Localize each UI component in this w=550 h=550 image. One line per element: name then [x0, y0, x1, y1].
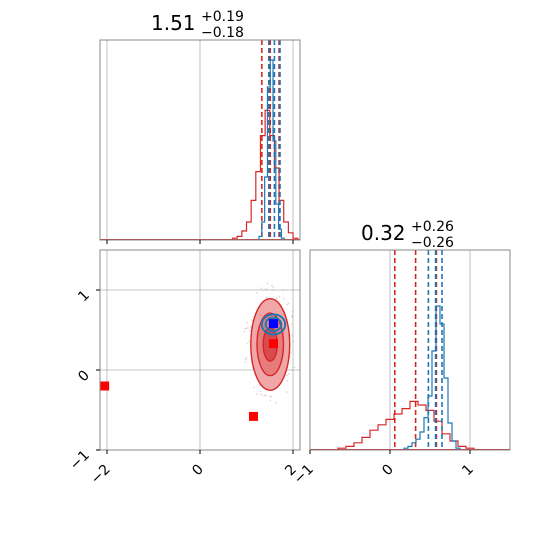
- sample-point: [244, 358, 247, 361]
- sample-point: [247, 327, 249, 329]
- panel-hist-param1: [99, 39, 301, 244]
- title-param1-plus: +0.19: [201, 9, 244, 25]
- tick-label-right-x: −1: [291, 462, 317, 488]
- sample-point: [243, 360, 246, 363]
- sample-point: [282, 297, 285, 300]
- sample-point: [286, 380, 289, 382]
- title-param1: 1.51 +0.19 −0.18: [151, 9, 244, 41]
- sample-point: [291, 369, 294, 372]
- hist2-series-0: [337, 400, 475, 450]
- sample-point: [290, 323, 293, 325]
- sample-point: [275, 297, 278, 300]
- sample-point: [272, 286, 275, 289]
- sample-point: [243, 330, 246, 333]
- title-param2: 0.32 +0.26 −0.26: [361, 219, 454, 251]
- sample-point: [286, 303, 289, 306]
- sample-point: [260, 393, 263, 396]
- sample-point: [260, 287, 263, 290]
- sample-point: [260, 390, 262, 393]
- marker-0: [100, 381, 110, 391]
- sample-point: [264, 288, 267, 291]
- sample-point: [249, 330, 251, 332]
- panel-hist-param2: −1 0 1: [291, 249, 511, 488]
- sample-point: [253, 386, 256, 389]
- sample-point: [290, 334, 293, 336]
- sample-point: [275, 401, 278, 404]
- tick-label-right-x: 1: [459, 462, 477, 480]
- sample-point: [246, 321, 249, 324]
- sample-point: [271, 284, 273, 287]
- sample-point: [266, 288, 269, 291]
- sample-point: [248, 340, 251, 343]
- sample-point: [269, 399, 272, 402]
- title-param1-value: 1.51: [151, 11, 196, 35]
- marker-2: [268, 339, 278, 349]
- sample-point: [245, 356, 248, 359]
- sample-point: [291, 310, 294, 313]
- title-param2-value: 0.32: [361, 221, 406, 245]
- hist1-series-1: [258, 59, 285, 240]
- sample-point: [245, 327, 248, 330]
- tick-label-joint-y: −1: [67, 448, 93, 474]
- hist1-series-0: [231, 109, 299, 240]
- sample-point: [281, 289, 284, 291]
- tick-label-right-x: 0: [379, 462, 397, 480]
- sample-point: [246, 342, 249, 345]
- tick-label-joint-x: −2: [88, 462, 114, 488]
- sample-point: [293, 366, 296, 369]
- sample-point: [268, 395, 271, 398]
- sample-point: [244, 327, 246, 330]
- sample-point: [285, 391, 288, 394]
- sample-point: [271, 288, 274, 291]
- marker-1: [248, 411, 258, 421]
- sample-point: [251, 319, 253, 322]
- marker-3: [268, 319, 278, 329]
- tick-label-joint-y: 1: [75, 288, 93, 306]
- sample-point: [291, 316, 294, 318]
- contour-blue-level-0: [260, 313, 287, 336]
- sample-point: [278, 295, 281, 298]
- sample-point: [264, 394, 267, 397]
- sample-point: [285, 374, 288, 377]
- sample-point: [288, 372, 290, 375]
- sample-point: [270, 395, 273, 398]
- tick-label-joint-y: 0: [75, 368, 93, 386]
- title-param2-plus: +0.26: [411, 219, 454, 235]
- sample-point: [292, 340, 295, 343]
- sample-point: [265, 296, 268, 299]
- sample-point: [266, 282, 269, 285]
- sample-point: [263, 395, 266, 397]
- hist2-series-1: [403, 305, 461, 450]
- frame-right: [309, 249, 511, 451]
- sample-point: [291, 315, 294, 318]
- sample-point: [287, 302, 290, 305]
- sample-point: [291, 314, 294, 317]
- panel-joint-2d: −2 0 2−101: [67, 249, 301, 488]
- contour-blue-level-1: [264, 316, 283, 333]
- title-param2-minus: −0.26: [411, 235, 454, 251]
- tick-label-joint-x: 0: [189, 462, 207, 480]
- sample-point: [255, 292, 258, 294]
- sample-point: [290, 351, 292, 354]
- title-param1-minus: −0.18: [201, 25, 244, 41]
- sample-point: [256, 393, 258, 395]
